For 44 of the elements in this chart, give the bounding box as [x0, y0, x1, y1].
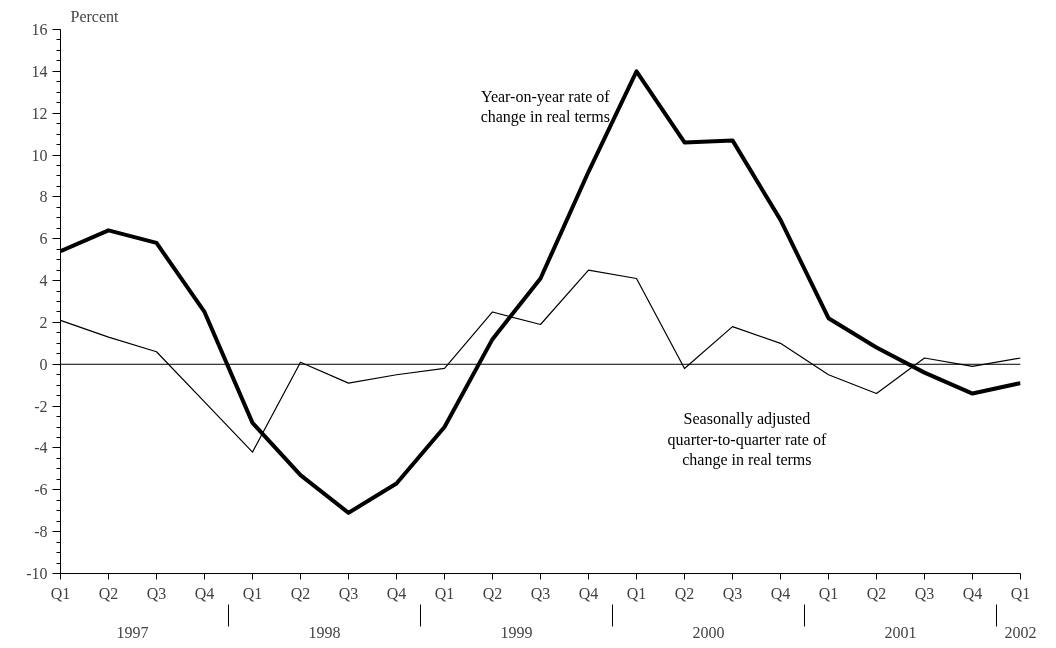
y-tick-label: 6	[39, 230, 48, 248]
x-tick-label: Q1	[50, 584, 71, 602]
text: 2001	[884, 623, 917, 641]
text: 2002	[1004, 623, 1037, 641]
x-tick-label: Q4	[770, 584, 791, 602]
x-tick-label: Q3	[338, 584, 359, 602]
y-tick-label: 2	[39, 313, 48, 331]
x-tick-label: Q4	[578, 584, 599, 602]
y-tick-label: 4	[39, 272, 48, 290]
x-tick-label: Q1	[626, 584, 647, 602]
x-tick-label: Q3	[530, 584, 551, 602]
x-tick-label: Q3	[722, 584, 743, 602]
text: 1998	[308, 623, 341, 641]
y-tick-label: 14	[31, 62, 48, 80]
y-axis-title: Percent	[70, 7, 120, 25]
y-tick-label: -8	[34, 523, 48, 541]
x-tick-label: Q2	[866, 584, 887, 602]
y-tick-label: -4	[34, 439, 48, 457]
y-tick-label: 8	[39, 188, 48, 206]
x-tick-label: Q3	[914, 584, 935, 602]
x-tick-label: Q1	[818, 584, 839, 602]
y-tick-label: -2	[34, 397, 48, 415]
x-tick-label: Q1	[242, 584, 263, 602]
y-tick-label: 12	[31, 104, 48, 122]
y-tick-label: -10	[26, 565, 48, 582]
x-tick-label: Q1	[434, 584, 455, 602]
y-tick-label: 0	[39, 355, 48, 373]
x-tick-label: Q2	[674, 584, 695, 602]
x-tick-label: Q2	[98, 584, 119, 602]
x-tick-label: Q2	[290, 584, 311, 602]
text: Seasonally adjusted quarter-to-quarter rate of change in real terms	[667, 410, 827, 470]
x-tick-label: Q1	[1010, 584, 1031, 602]
text: 2000	[692, 623, 725, 641]
series-label: Year-on-year rate of change in real terms	[480, 88, 611, 127]
x-tick-label: Q4	[194, 584, 215, 602]
x-tick-label: Q4	[962, 584, 983, 602]
text: 1997	[116, 623, 149, 641]
x-tick-label: Q4	[386, 584, 407, 602]
x-tick-label: Q2	[482, 584, 503, 602]
text: 1999	[500, 623, 533, 641]
y-tick-label: -6	[34, 481, 48, 499]
x-tick-label: Q3	[146, 584, 167, 602]
y-tick-label: 10	[31, 146, 48, 164]
y-tick-label: 16	[31, 21, 48, 38]
